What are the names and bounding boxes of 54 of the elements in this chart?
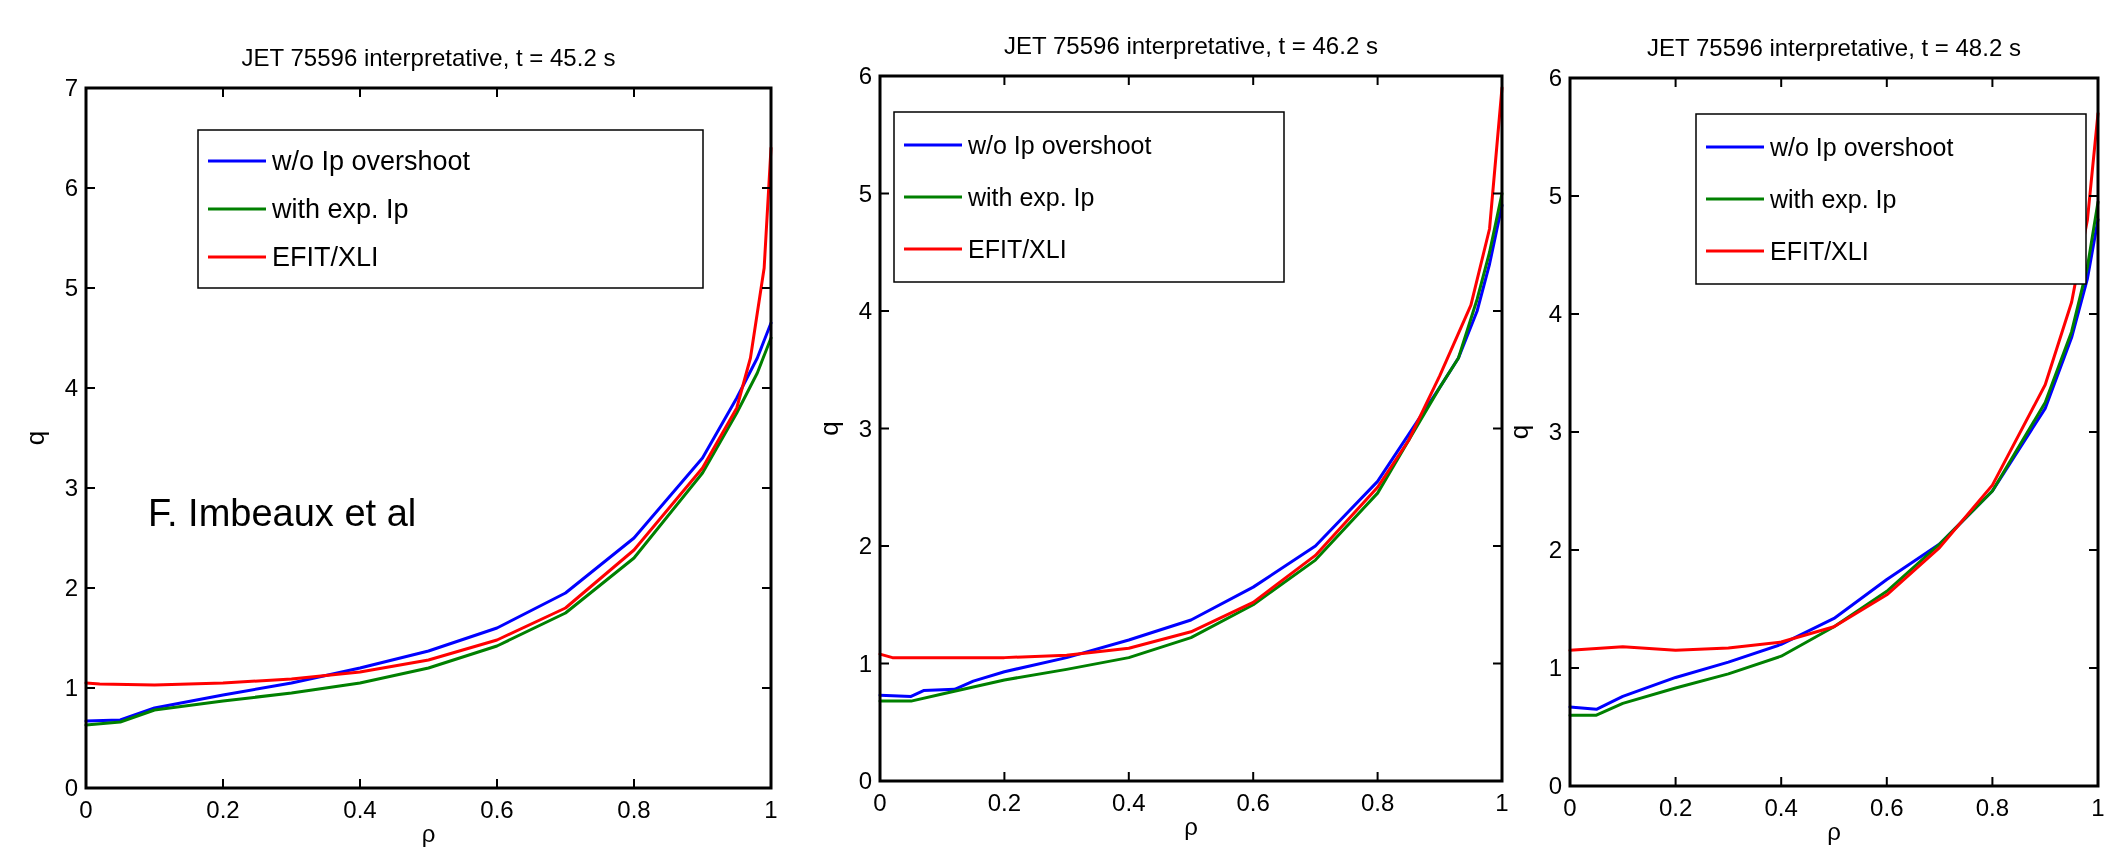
legend-label: w/o Ip overshoot [1769, 132, 1954, 161]
y-tick-label: 3 [1548, 418, 1562, 446]
x-tick-label: 1 [764, 796, 778, 823]
y-tick-label: 6 [1548, 64, 1562, 92]
y-axis-title: q [1504, 424, 1534, 440]
legend-label: EFIT/XLI [272, 242, 379, 273]
y-tick-label: 4 [858, 297, 872, 325]
y-tick-label: 6 [64, 174, 78, 202]
x-tick-label: 0.8 [1975, 794, 2010, 821]
x-tick-label: 1 [1495, 789, 1509, 816]
y-tick-label: 4 [1548, 300, 1562, 328]
y-tick-label: 5 [1548, 182, 1562, 210]
legend-label: w/o Ip overshoot [967, 130, 1152, 159]
chart-title: JET 75596 interpretative, t = 45.2 s [241, 44, 616, 71]
x-axis-title: ρ [1827, 818, 1841, 845]
legend-label: with exp. Ip [967, 182, 1095, 211]
y-tick-label: 4 [64, 374, 78, 402]
legend-label: EFIT/XLI [1770, 236, 1869, 265]
x-tick-label: 0.2 [987, 789, 1022, 816]
chart-title: JET 75596 interpretative, t = 46.2 s [1004, 32, 1378, 59]
y-tick-label: 7 [64, 74, 78, 102]
legend-label: with exp. Ip [271, 194, 409, 225]
annotation: F. Imbeaux et al [148, 492, 417, 534]
x-tick-label: 0.6 [1236, 789, 1270, 816]
x-tick-label: 1 [2091, 794, 2105, 821]
x-tick-label: 0.6 [480, 796, 514, 823]
y-tick-label: 6 [858, 62, 872, 90]
y-tick-label: 2 [1548, 536, 1562, 564]
y-tick-label: 0 [858, 767, 872, 795]
x-axis-title: ρ [1184, 813, 1198, 840]
y-tick-label: 5 [858, 179, 872, 207]
y-axis-title: q [20, 430, 50, 446]
y-tick-label: 3 [858, 414, 872, 442]
x-tick-label: 0.4 [1764, 794, 1798, 821]
legend-label: EFIT/XLI [968, 234, 1067, 263]
y-tick-label: 1 [64, 674, 78, 702]
x-tick-label: 0.8 [1360, 789, 1395, 816]
legend-label: with exp. Ip [1769, 184, 1897, 213]
y-tick-label: 2 [64, 574, 78, 602]
y-tick-label: 2 [858, 532, 872, 560]
y-tick-label: 3 [64, 474, 78, 502]
chart-title: JET 75596 interpretative, t = 48.2 s [1647, 34, 2021, 61]
x-tick-label: 0.2 [1658, 794, 1693, 821]
x-tick-label: 0.4 [343, 796, 377, 823]
y-tick-label: 1 [1548, 654, 1562, 682]
x-tick-label: 0.2 [206, 796, 240, 823]
y-tick-label: 5 [64, 274, 78, 302]
y-axis-title: q [814, 421, 844, 436]
x-tick-label: 0.8 [617, 796, 651, 823]
y-tick-label: 1 [858, 649, 872, 677]
x-tick-label: 0.6 [1870, 794, 1904, 821]
x-tick-label: 0.4 [1112, 789, 1146, 816]
x-axis-title: ρ [421, 820, 436, 847]
legend-label: w/o Ip overshoot [271, 146, 471, 177]
